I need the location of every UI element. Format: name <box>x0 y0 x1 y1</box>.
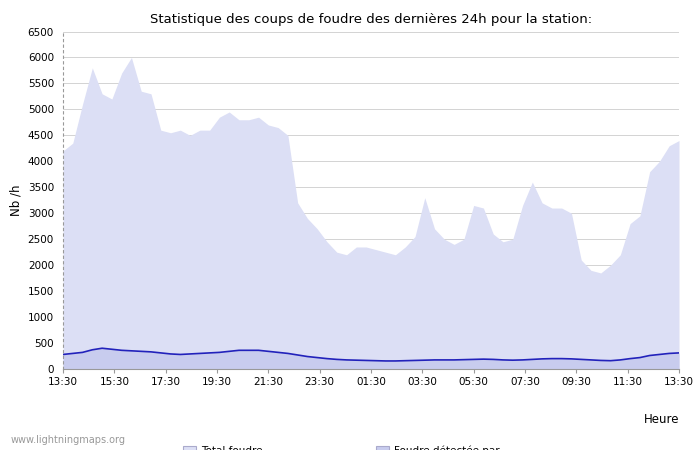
Text: www.lightningmaps.org: www.lightningmaps.org <box>10 435 125 445</box>
Title: Statistique des coups de foudre des dernières 24h pour la station:: Statistique des coups de foudre des dern… <box>150 13 592 26</box>
Legend: Total foudre, Moyenne de toutes les stations, Foudre détectée par: Total foudre, Moyenne de toutes les stat… <box>179 441 504 450</box>
Text: Heure: Heure <box>643 413 679 426</box>
Y-axis label: Nb /h: Nb /h <box>9 184 22 216</box>
